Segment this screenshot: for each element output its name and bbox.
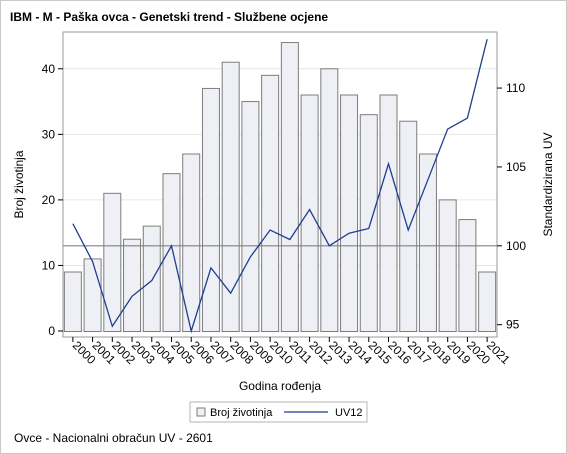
chart-footnote: Ovce - Nacionalni obračun UV - 2601	[14, 431, 213, 445]
y-tick-label: 40	[42, 62, 56, 76]
chart-title: IBM - M - Paška ovca - Genetski trend - …	[10, 10, 329, 24]
bar-2009	[241, 101, 260, 332]
y2-tick-label: 100	[506, 239, 526, 253]
bar-2008	[221, 61, 240, 332]
bar-2011	[280, 42, 299, 333]
bar-2017	[399, 120, 418, 332]
bar-2018	[418, 153, 437, 332]
y-tick-label: 0	[48, 324, 55, 338]
bar-2005	[162, 173, 181, 332]
series-line-uv12	[72, 38, 488, 334]
bar-2014	[340, 94, 359, 332]
bar-2007	[201, 87, 220, 332]
bar-2004	[142, 225, 161, 332]
bar-2003	[123, 238, 142, 333]
legend-label-bars: Broj životinja	[210, 407, 273, 419]
bar-2016	[379, 94, 398, 332]
y-axis-title: Broj životinja	[12, 150, 26, 218]
y2-axis-title: Standardizirana UV	[541, 132, 555, 236]
bar-2013	[320, 68, 339, 333]
bar-2020	[458, 219, 477, 332]
bar-2019	[438, 199, 457, 332]
legend-box	[189, 401, 368, 423]
bar-2002	[103, 192, 122, 332]
bar-2000	[63, 271, 82, 332]
bar-2012	[300, 94, 319, 332]
bar-2015	[359, 114, 378, 332]
x-axis-title: Godina rođenja	[239, 379, 321, 393]
y2-tick-label: 95	[506, 318, 520, 332]
bar-2010	[261, 74, 280, 332]
y-tick-label: 20	[42, 193, 56, 207]
legend-label-line: UV12	[335, 407, 363, 419]
y2-tick-label: 110	[506, 81, 525, 95]
legend-swatch-bars	[196, 407, 206, 417]
bar-2021	[478, 271, 497, 332]
y2-tick-label: 105	[506, 160, 526, 174]
y-tick-label: 30	[42, 127, 56, 141]
y-tick-label: 10	[42, 258, 56, 272]
plot-area-border	[62, 31, 498, 338]
bar-2001	[83, 258, 102, 332]
